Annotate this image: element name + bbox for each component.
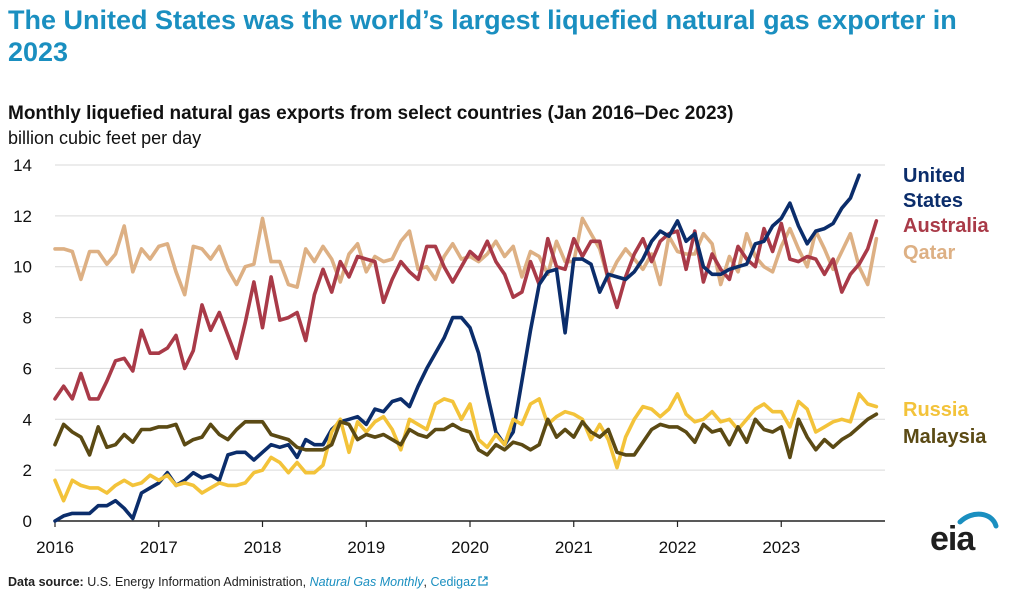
x-tick-label: 2020 [451, 538, 489, 557]
series-line-united-states [53, 173, 861, 523]
series-label-malaysia: Malaysia [903, 426, 987, 448]
series-label-united-states: United [903, 165, 965, 187]
series-label-australia: Australia [903, 215, 989, 237]
external-link-icon [478, 576, 488, 586]
x-tick-label: 2017 [140, 538, 178, 557]
series-lines [53, 173, 879, 523]
series-label-united-states: States [903, 190, 963, 212]
series-label-russia: Russia [903, 399, 969, 421]
chart-title: Monthly liquefied natural gas exports fr… [8, 103, 734, 124]
y-axis-ticks: 0 2 4 6 8 10 12 14 [13, 156, 32, 531]
source-label: Data source: [8, 575, 84, 589]
y-tick-label: 2 [23, 461, 32, 480]
eia-logo: eia [930, 508, 1002, 558]
x-tick-label: 2018 [244, 538, 282, 557]
source-text: U.S. Energy Information Administration, [87, 575, 307, 589]
y-tick-label: 10 [13, 258, 32, 277]
eia-logo-arc-icon [957, 511, 999, 529]
series-line-malaysia [53, 412, 879, 460]
series-line-russia [53, 392, 879, 503]
data-source-note: Data source: U.S. Energy Information Adm… [8, 575, 488, 589]
x-tick-label: 2019 [347, 538, 385, 557]
headline: The United States was the world’s larges… [8, 5, 957, 67]
x-tick-label: 2021 [555, 538, 593, 557]
x-tick-label: 2022 [659, 538, 697, 557]
x-tick-label: 2016 [36, 538, 74, 557]
y-axis-unit-label: billion cubic feet per day [8, 128, 202, 148]
y-tick-label: 4 [23, 410, 32, 429]
y-tick-label: 0 [23, 512, 32, 531]
series-line-australia [53, 219, 879, 401]
y-tick-label: 14 [13, 156, 32, 175]
natural-gas-monthly-link[interactable]: Natural Gas Monthly [309, 575, 424, 589]
series-labels: Qatar Australia United States Russia Malaysia [903, 165, 989, 448]
eia-logo-text: eia [930, 520, 975, 558]
x-axis-ticks: 2016 2017 2018 2019 2020 2021 2022 2023 [36, 521, 800, 557]
cedigaz-link[interactable]: Cedigaz [430, 575, 477, 589]
y-tick-label: 12 [13, 207, 32, 226]
x-tick-label: 2023 [762, 538, 800, 557]
y-tick-label: 6 [23, 359, 32, 378]
y-tick-label: 8 [23, 309, 32, 328]
source-separator: , [423, 575, 427, 589]
series-label-qatar: Qatar [903, 242, 955, 264]
